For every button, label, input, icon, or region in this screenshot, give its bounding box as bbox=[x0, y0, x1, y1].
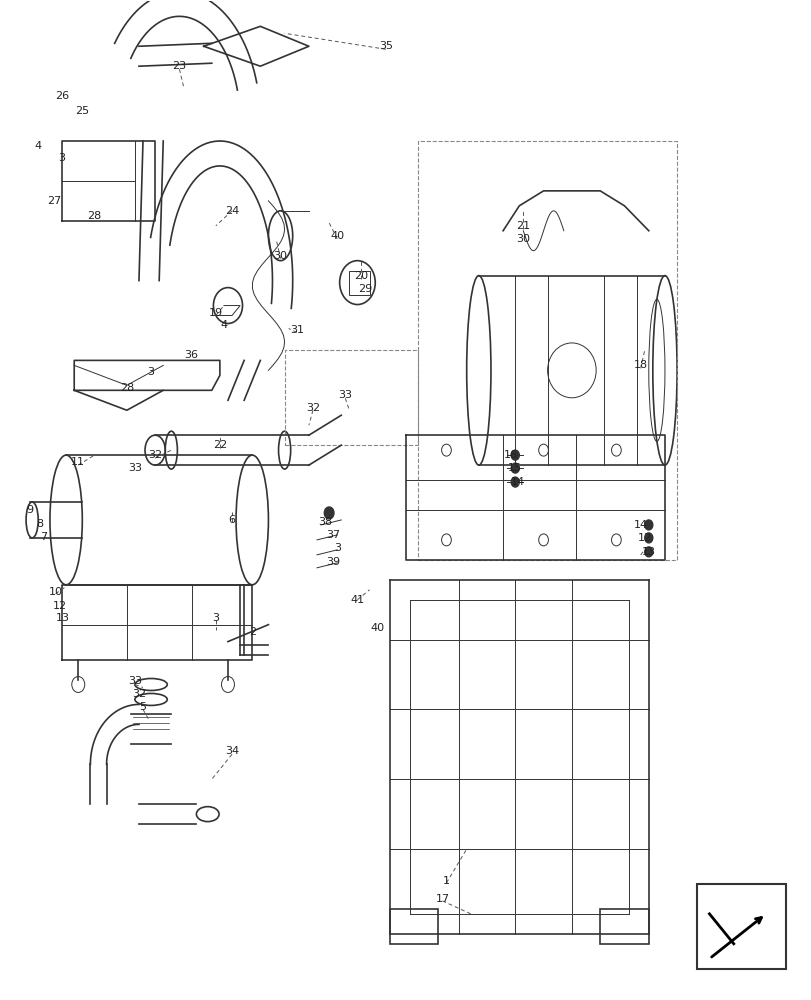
Text: 33: 33 bbox=[128, 676, 142, 686]
Text: 10: 10 bbox=[49, 587, 62, 597]
Bar bbox=[349, 271, 369, 295]
Bar bbox=[599, 909, 648, 944]
Circle shape bbox=[511, 450, 519, 460]
Text: 29: 29 bbox=[358, 284, 372, 294]
Circle shape bbox=[324, 507, 333, 519]
Text: 8: 8 bbox=[36, 519, 44, 529]
Text: 3: 3 bbox=[58, 153, 66, 163]
Text: 13: 13 bbox=[641, 547, 655, 557]
Text: 39: 39 bbox=[326, 557, 340, 567]
Circle shape bbox=[644, 520, 652, 530]
Text: 40: 40 bbox=[330, 231, 344, 241]
Text: 6: 6 bbox=[228, 515, 235, 525]
Circle shape bbox=[511, 463, 519, 473]
Text: 36: 36 bbox=[184, 350, 199, 360]
Text: 32: 32 bbox=[306, 403, 320, 413]
Text: 27: 27 bbox=[47, 196, 61, 206]
Text: 35: 35 bbox=[378, 41, 393, 51]
Text: 5: 5 bbox=[139, 702, 146, 712]
Text: 17: 17 bbox=[435, 894, 449, 904]
Text: 18: 18 bbox=[633, 360, 647, 370]
Bar bbox=[697, 884, 785, 969]
Text: 31: 31 bbox=[290, 325, 303, 335]
Text: 25: 25 bbox=[75, 106, 89, 116]
Text: 34: 34 bbox=[225, 746, 238, 756]
Text: 3: 3 bbox=[148, 367, 154, 377]
Text: 20: 20 bbox=[354, 271, 368, 281]
Circle shape bbox=[511, 477, 519, 487]
Text: 40: 40 bbox=[370, 623, 384, 633]
Text: 4: 4 bbox=[220, 320, 227, 330]
Circle shape bbox=[644, 533, 652, 543]
Text: 28: 28 bbox=[119, 383, 134, 393]
Bar bbox=[389, 909, 438, 944]
Bar bbox=[418, 141, 676, 560]
Text: 12: 12 bbox=[53, 601, 67, 611]
Text: 32: 32 bbox=[131, 689, 146, 699]
Text: 3: 3 bbox=[333, 543, 341, 553]
Text: 37: 37 bbox=[326, 530, 340, 540]
Text: 1: 1 bbox=[443, 876, 449, 886]
Text: 30: 30 bbox=[516, 234, 530, 244]
Text: 21: 21 bbox=[516, 221, 530, 231]
Text: 38: 38 bbox=[318, 517, 332, 527]
Text: 26: 26 bbox=[55, 91, 69, 101]
Text: 19: 19 bbox=[208, 308, 223, 318]
Text: 3: 3 bbox=[212, 613, 219, 623]
Bar bbox=[285, 350, 418, 445]
Text: 33: 33 bbox=[338, 390, 352, 400]
Text: 33: 33 bbox=[128, 463, 142, 473]
Text: 9: 9 bbox=[26, 505, 33, 515]
Text: 24: 24 bbox=[225, 206, 239, 216]
Text: 7: 7 bbox=[40, 532, 47, 542]
Text: 32: 32 bbox=[148, 450, 162, 460]
Circle shape bbox=[644, 547, 652, 557]
Text: 2: 2 bbox=[248, 627, 255, 637]
Text: 28: 28 bbox=[88, 211, 101, 221]
Text: 23: 23 bbox=[172, 61, 187, 71]
Text: 14: 14 bbox=[510, 477, 524, 487]
Text: 12: 12 bbox=[637, 533, 651, 543]
Text: 16: 16 bbox=[504, 450, 517, 460]
Text: 22: 22 bbox=[212, 440, 227, 450]
Text: 30: 30 bbox=[273, 251, 287, 261]
Text: 41: 41 bbox=[350, 595, 364, 605]
Text: 14: 14 bbox=[633, 520, 647, 530]
Text: 13: 13 bbox=[56, 613, 70, 623]
Text: 4: 4 bbox=[34, 141, 41, 151]
Text: 15: 15 bbox=[508, 463, 521, 473]
Text: 11: 11 bbox=[71, 457, 85, 467]
